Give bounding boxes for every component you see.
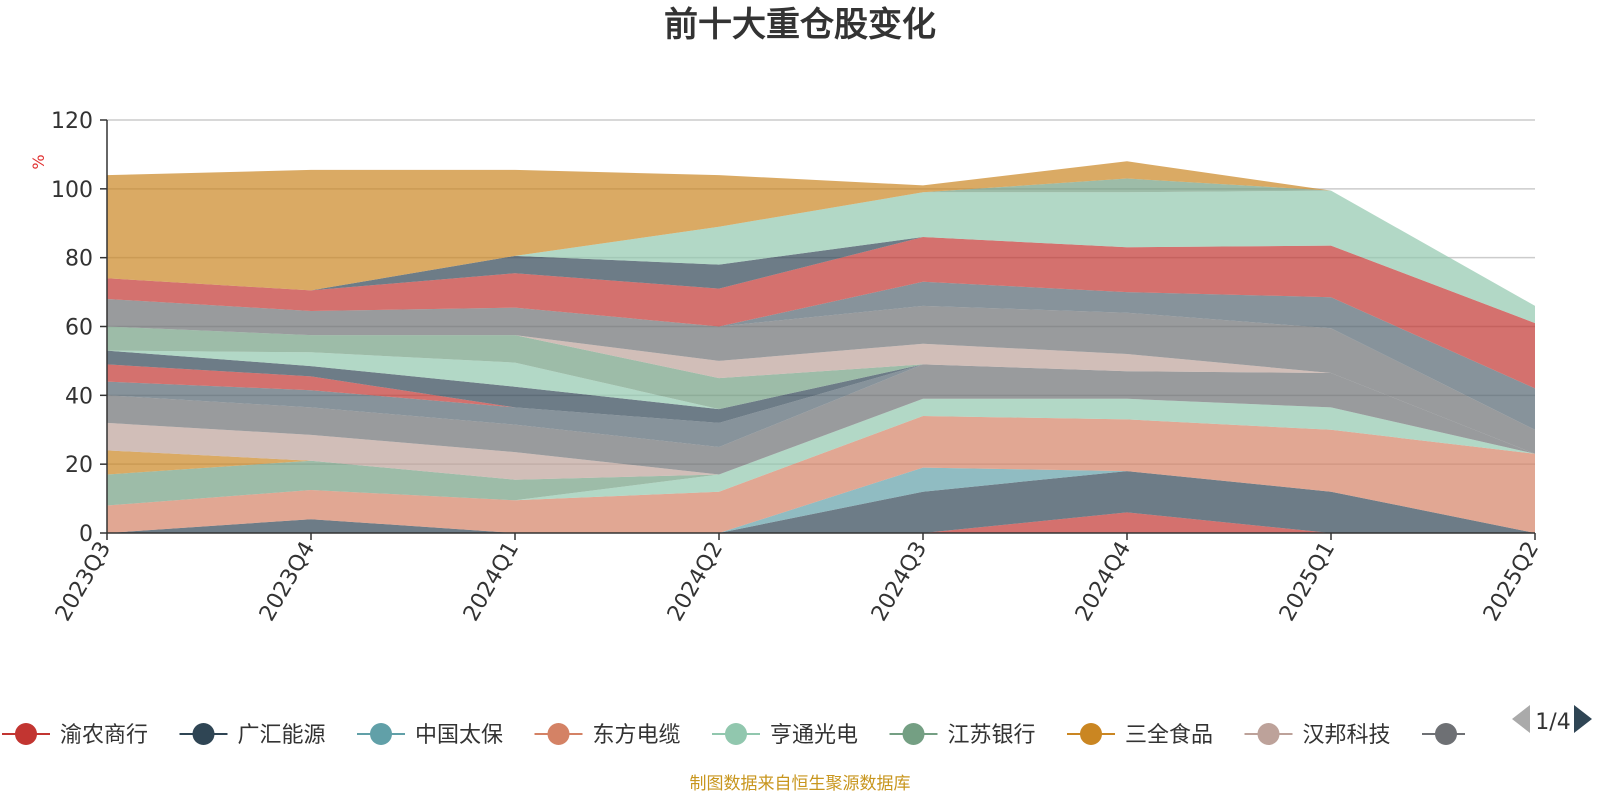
series-area-1 (107, 471, 1535, 533)
legend[interactable]: 渝农商行 广汇能源 中国太保 东方电缆 亨通光电 江苏银行 三全食品 汉邦科技 三 (2, 723, 1502, 748)
legend-item[interactable]: 中国太保 (357, 723, 503, 748)
series-area-8 (107, 364, 1535, 475)
prev-page-icon[interactable] (1512, 705, 1530, 733)
series-areas (107, 161, 1535, 533)
y-tick-label: 80 (65, 247, 93, 272)
legend-label: 东方电缆 (593, 723, 681, 748)
legend-marker (192, 723, 215, 745)
legend-label: 亨通光电 (770, 723, 858, 748)
series-area-16 (107, 281, 1535, 430)
series-area-0 (107, 512, 1535, 533)
y-tick-label: 0 (79, 522, 93, 547)
y-tick-label: 60 (65, 316, 93, 341)
legend-marker (1080, 723, 1102, 745)
legend-label: 三全食品 (1125, 723, 1213, 748)
legend-label: 江苏银行 (948, 723, 1036, 748)
legend-item[interactable]: 亨通光电 (712, 723, 858, 748)
legend-item[interactable]: 渝农商行 (2, 723, 148, 748)
series-area-21 (107, 161, 1535, 306)
x-tick-label: 2025Q2 (1479, 538, 1544, 626)
chart-title: 前十大重仓股变化 (664, 5, 936, 45)
x-tick-label: 2024Q2 (663, 538, 728, 626)
series-area-17 (107, 237, 1535, 389)
legend-item[interactable]: 广汇能源 (179, 723, 326, 748)
legend-marker (1257, 723, 1280, 745)
y-tick-label: 100 (51, 178, 93, 203)
series-area-15 (107, 299, 1535, 454)
legend-pager[interactable]: 1/4 (1512, 705, 1592, 735)
series-area-12 (107, 350, 1535, 454)
y-tick-label: 40 (65, 384, 93, 409)
y-unit-label: % (29, 154, 48, 169)
legend-label: 渝农商行 (60, 723, 148, 748)
legend-item[interactable]: 三全食品 (1067, 723, 1213, 748)
next-page-icon[interactable] (1574, 705, 1592, 733)
series-area-4 (107, 398, 1535, 506)
series-area-19 (107, 190, 1535, 324)
legend-marker (902, 723, 925, 745)
legend-item[interactable]: 汉邦科技 (1244, 723, 1391, 748)
legend-marker (725, 723, 747, 745)
x-tick-label: 2024Q4 (1071, 538, 1136, 626)
legend-item[interactable]: 三 (1422, 723, 1502, 748)
x-tick-label: 2023Q4 (255, 538, 320, 626)
legend-item[interactable]: 东方电缆 (534, 723, 681, 748)
series-area-5 (107, 398, 1535, 506)
legend-marker (370, 723, 392, 745)
y-tick-label: 20 (65, 453, 93, 478)
page-indicator: 1/4 (1535, 710, 1570, 735)
legend-label: 广汇能源 (238, 723, 326, 748)
legend-label: 三 (1480, 723, 1502, 748)
series-area-18 (107, 237, 1535, 324)
legend-marker (1435, 723, 1457, 745)
legend-item[interactable]: 江苏银行 (889, 723, 1036, 748)
series-area-7 (107, 398, 1535, 480)
x-tick-label: 2024Q3 (867, 538, 932, 626)
data-source-note: 制图数据来自恒生聚源数据库 (690, 774, 911, 794)
y-tick-label: 120 (51, 109, 93, 134)
series-area-13 (107, 326, 1535, 454)
legend-label: 汉邦科技 (1303, 723, 1391, 748)
legend-marker (15, 723, 37, 745)
legend-marker (547, 723, 570, 745)
x-tick-label: 2023Q3 (51, 538, 116, 626)
series-area-9 (107, 364, 1535, 454)
legend-label: 中国太保 (415, 723, 503, 748)
series-area-10 (107, 364, 1535, 454)
x-tick-label: 2025Q1 (1275, 538, 1340, 626)
series-area-3 (107, 416, 1535, 533)
x-tick-label: 2024Q1 (459, 538, 524, 626)
